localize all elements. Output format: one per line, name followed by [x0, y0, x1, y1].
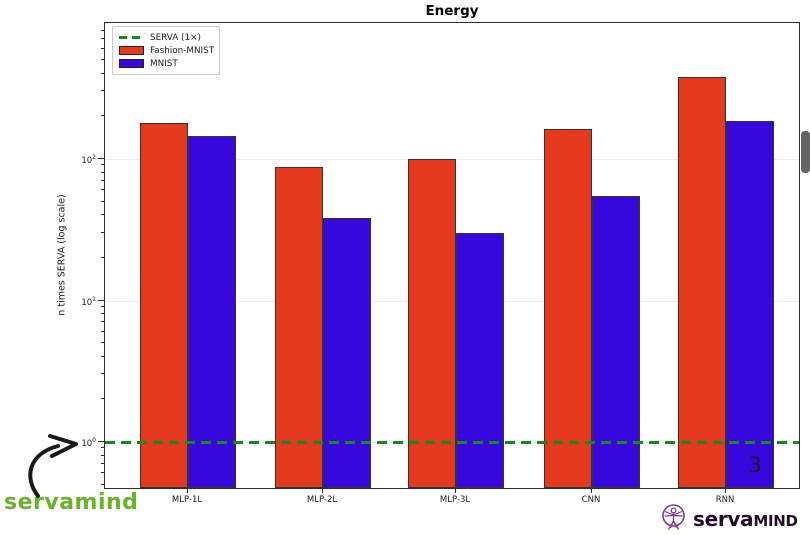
brand-wordmark: servaMIND: [693, 507, 798, 531]
brand-text-main: serva: [693, 507, 754, 531]
x-tick-label: CNN: [581, 495, 601, 505]
bar-fashion-mnist-rnn: [678, 77, 726, 488]
vitruvian-man-icon: [660, 503, 687, 535]
y-minor-tick: [101, 454, 104, 456]
y-tick-label: 101: [81, 295, 96, 308]
y-minor-tick: [101, 398, 104, 400]
x-tick-label: MLP-2L: [306, 495, 338, 505]
legend: SERVA (1×) Fashion-MNIST MNIST: [112, 26, 220, 75]
page-number: 3: [748, 453, 762, 477]
x-tick-label: RNN: [715, 495, 735, 505]
legend-label: MNIST: [150, 58, 178, 69]
y-major-tick: [98, 441, 104, 442]
x-tick-label: MLP-3L: [439, 495, 471, 505]
legend-patch-swatch: [119, 46, 144, 55]
y-minor-tick: [101, 355, 104, 357]
serva-baseline-dashed-line: [105, 441, 799, 444]
y-minor-tick: [101, 47, 104, 49]
y-minor-tick: [101, 472, 104, 474]
y-minor-tick: [101, 164, 104, 166]
bar-fashion-mnist-mlp-3l: [408, 158, 456, 488]
y-minor-tick: [101, 59, 104, 61]
chart-title: Energy: [425, 3, 479, 19]
x-tick: [591, 489, 592, 493]
y-minor-tick: [101, 214, 104, 216]
bar-fashion-mnist-mlp-2l: [275, 167, 323, 488]
y-minor-tick: [101, 90, 104, 92]
y-minor-tick: [101, 305, 104, 307]
y-minor-tick: [101, 38, 104, 40]
bar-fashion-mnist-cnn: [544, 128, 592, 488]
y-minor-tick: [101, 373, 104, 375]
y-minor-tick: [101, 462, 104, 464]
y-minor-tick: [101, 179, 104, 181]
y-axis-label: n times SERVA (log scale): [56, 194, 68, 316]
scrollbar-thumb[interactable]: [801, 131, 810, 173]
legend-entry: Fashion-MNIST: [119, 44, 215, 57]
plot-area: [104, 22, 800, 489]
legend-label: SERVA (1×): [150, 32, 201, 43]
y-minor-tick: [101, 189, 104, 191]
bar-mnist-rnn: [726, 120, 774, 488]
y-tick-label: 100: [81, 437, 96, 449]
x-tick: [322, 489, 323, 493]
x-tick: [725, 489, 726, 493]
x-tick: [187, 489, 188, 493]
legend-entry: SERVA (1×): [119, 31, 213, 44]
brand-logo: servaMIND: [660, 503, 798, 535]
legend-entry: MNIST: [119, 57, 213, 70]
y-minor-tick: [101, 483, 104, 485]
brand-text-sub: MIND: [753, 512, 798, 530]
legend-dash-swatch: [119, 36, 144, 39]
hand-drawn-arrow-icon: [16, 430, 90, 506]
x-tick-label: MLP-1L: [171, 495, 203, 505]
y-minor-tick: [101, 313, 104, 315]
watermark-text: servamind: [4, 490, 139, 515]
y-minor-tick: [101, 115, 104, 117]
legend-patch-swatch: [119, 59, 144, 68]
y-minor-tick: [101, 72, 104, 74]
y-minor-tick: [101, 321, 104, 323]
bar-fashion-mnist-mlp-1l: [140, 122, 188, 488]
bar-mnist-mlp-3l: [456, 233, 504, 488]
y-minor-tick: [101, 231, 104, 233]
bar-mnist-cnn: [592, 196, 640, 488]
y-minor-tick: [101, 200, 104, 202]
y-minor-tick: [101, 447, 104, 449]
y-minor-tick: [101, 330, 104, 332]
y-minor-tick: [101, 342, 104, 344]
y-tick-label: 102: [81, 154, 96, 166]
y-minor-tick: [101, 30, 104, 32]
bar-mnist-mlp-1l: [188, 136, 236, 488]
y-minor-tick: [101, 171, 104, 173]
y-minor-tick: [101, 256, 104, 258]
y-major-tick: [98, 158, 104, 159]
bar-mnist-mlp-2l: [323, 218, 371, 488]
y-major-tick: [98, 299, 104, 301]
x-tick: [455, 489, 456, 493]
legend-label: Fashion-MNIST: [150, 45, 215, 56]
